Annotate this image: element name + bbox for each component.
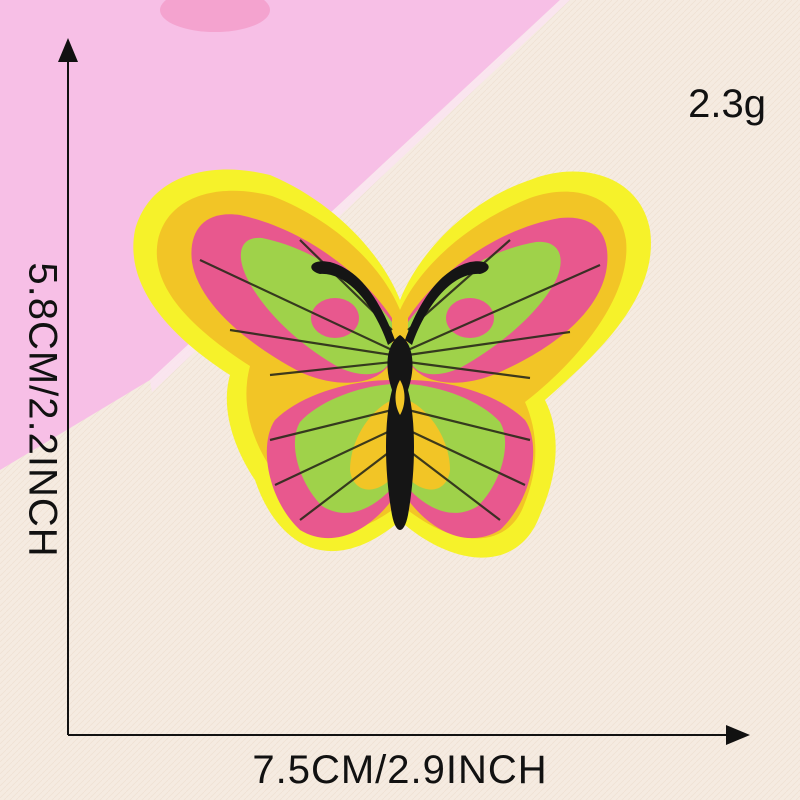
butterfly-patch-icon (133, 169, 651, 558)
height-dimension-label: 5.8CM/2.2INCH (20, 262, 65, 558)
weight-label: 2.3g (688, 82, 766, 126)
arrow-up-icon (58, 38, 78, 735)
arrow-right-icon (68, 725, 750, 745)
width-dimension-label: 7.5CM/2.9INCH (252, 748, 548, 792)
